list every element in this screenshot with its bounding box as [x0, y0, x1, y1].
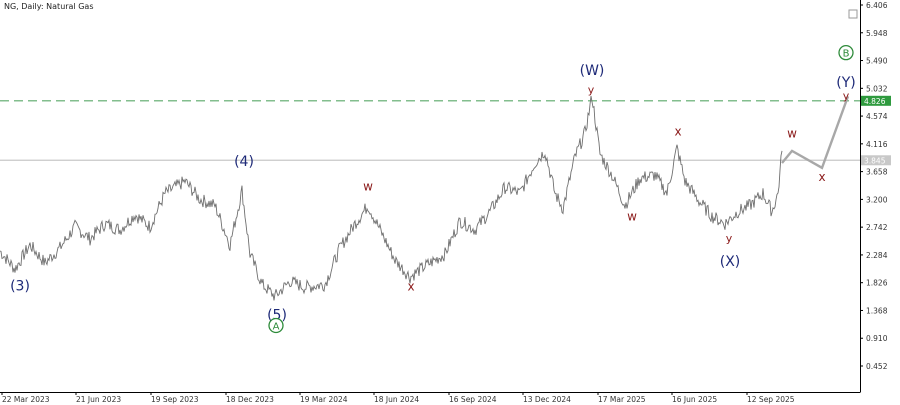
- y-tick-label-1: 5.948: [866, 29, 888, 38]
- x-tick-label-1: 21 Jun 2023: [76, 395, 121, 404]
- y-tick-label-7: 3.200: [866, 195, 888, 204]
- horizontal-levels: 4.826 3.845: [0, 95, 891, 166]
- y-tick-label-3: 5.032: [866, 84, 888, 93]
- projection-path: [781, 95, 850, 170]
- x-tick-label-8: 17 Mar 2025: [598, 395, 646, 404]
- price-line: [0, 95, 783, 301]
- wave-label-7: x: [674, 125, 681, 139]
- wave-label-1: (4): [234, 154, 254, 170]
- wave-label-8: w: [627, 210, 637, 224]
- circled-label-ring-0: [268, 317, 284, 334]
- level-tag-label-1: 3.845: [864, 156, 886, 165]
- x-tick-label-6: 16 Sep 2024: [449, 395, 497, 404]
- level-tag-label-0: 4.826: [864, 97, 886, 106]
- y-tick-label-6: 3.658: [866, 168, 888, 177]
- wave-label-6: y: [588, 83, 595, 96]
- y-tick-label-9: 2.284: [866, 251, 888, 260]
- x-tick-label-9: 16 Jun 2025: [672, 395, 717, 404]
- y-tick-label-8: 2.742: [866, 223, 888, 232]
- wave-label-5: (W): [580, 63, 605, 79]
- circled-label-ring-1: [838, 45, 854, 61]
- wave-label-14: y: [843, 89, 850, 102]
- y-tick-label-13: 0.452: [866, 362, 888, 371]
- x-tick-label-5: 18 Jun 2024: [374, 395, 419, 404]
- circled-label-0: A: [273, 321, 280, 332]
- wave-label-9: y: [726, 232, 733, 245]
- wave-label-13: (Y): [836, 75, 855, 91]
- y-tick-label-4: 4.574: [866, 112, 888, 121]
- y-tick-label-0: 6.406: [866, 1, 888, 10]
- wave-label-12: x: [818, 170, 825, 184]
- x-tick-label-2: 19 Sep 2023: [151, 395, 199, 404]
- y-tick-label-2: 5.490: [866, 57, 888, 66]
- chart-title: NG, Daily: Natural Gas: [4, 2, 94, 11]
- y-tick-label-10: 1.826: [866, 279, 888, 288]
- level-tag-1: [861, 155, 891, 166]
- circled-label-1: B: [843, 49, 850, 60]
- chart-settings-icon: [848, 9, 858, 19]
- wave-label-3: w: [363, 179, 373, 193]
- price-series: [0, 95, 783, 301]
- x-tick-label-7: 13 Dec 2024: [523, 395, 571, 404]
- x-tick-label-3: 18 Dec 2023: [226, 395, 274, 404]
- wave-label-4: x: [407, 279, 414, 293]
- x-tick-label-0: 22 Mar 2023: [2, 395, 50, 404]
- wave-label-10: (X): [720, 254, 741, 270]
- x-tick-label-4: 19 Mar 2024: [300, 395, 348, 404]
- projection-line: [781, 95, 850, 170]
- wave-label-0: (3): [10, 278, 30, 294]
- y-tick-label-5: 4.116: [866, 140, 888, 149]
- y-tick-label-12: 0.910: [866, 334, 888, 343]
- x-tick-label-10: 12 Sep 2025: [747, 395, 795, 404]
- y-tick-label-11: 1.368: [866, 306, 888, 315]
- wave-label-11: w: [787, 127, 797, 141]
- level-tag-0: [861, 95, 891, 106]
